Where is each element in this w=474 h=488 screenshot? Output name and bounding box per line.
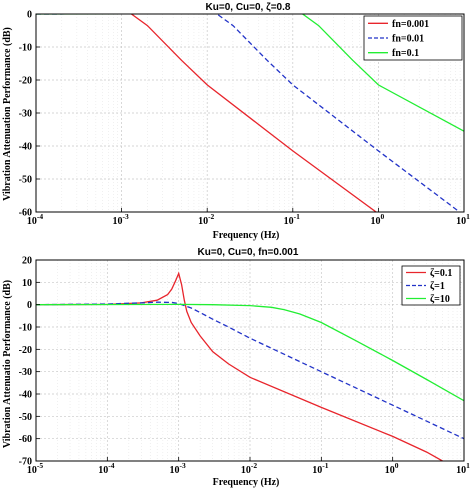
x-tick-label: 100 bbox=[371, 212, 385, 227]
series-line-0 bbox=[36, 14, 378, 212]
series-line-0 bbox=[36, 271, 443, 461]
series-group bbox=[36, 14, 464, 212]
grid bbox=[35, 259, 465, 462]
y-tick-label: -20 bbox=[19, 345, 32, 356]
y-axis-label: Vibration Attenuation Performance (dB) bbox=[2, 27, 13, 201]
x-tick-label: 101 bbox=[456, 212, 470, 227]
x-tick-label: 10-3 bbox=[112, 212, 128, 227]
x-tick-label: 101 bbox=[456, 461, 470, 476]
chart-title: Ku=0, Cu=0, fn=0.001 bbox=[198, 247, 299, 258]
x-tick-label: 100 bbox=[385, 461, 399, 476]
y-tick-label: 10 bbox=[22, 278, 32, 289]
legend-label: fn=0.1 bbox=[392, 48, 419, 59]
y-tick-label: -60 bbox=[19, 434, 32, 445]
x-tick-label: 10-2 bbox=[241, 461, 257, 476]
series-line-1 bbox=[36, 14, 461, 212]
x-axis-label: Frequency (Hz) bbox=[213, 230, 280, 241]
x-tick-label: 10-1 bbox=[312, 461, 328, 476]
legend-label: ζ=1 bbox=[430, 281, 445, 292]
y-tick-label: -50 bbox=[19, 412, 32, 423]
x-tick-label: 10-4 bbox=[98, 461, 114, 476]
y-tick-label: -10 bbox=[19, 323, 32, 334]
y-tick-label: -60 bbox=[19, 208, 32, 219]
y-tick-label: -10 bbox=[19, 43, 32, 54]
y-axis-label: Vibration Attenuatio Performance (dB) bbox=[2, 280, 13, 448]
legend: fn=0.001 fn=0.01 fn=0.1 bbox=[363, 15, 463, 61]
chart-top: Ku=0, Cu=0, ζ=0.8 Frequency (Hz) Vibrati… bbox=[2, 2, 470, 241]
series-line-2 bbox=[36, 303, 464, 402]
legend-label: fn=0.001 bbox=[392, 19, 429, 30]
y-tick-label: -40 bbox=[19, 142, 32, 153]
y-tick-label: -30 bbox=[19, 109, 32, 120]
x-axis-label: Frequency (Hz) bbox=[213, 477, 280, 488]
y-tick-label: -50 bbox=[19, 175, 32, 186]
y-tick-label: -40 bbox=[19, 390, 32, 401]
y-tick-label: -70 bbox=[19, 457, 32, 468]
y-tick-label: -20 bbox=[19, 76, 32, 87]
chart-title: Ku=0, Cu=0, ζ=0.8 bbox=[206, 2, 291, 13]
y-tick-label: 0 bbox=[27, 300, 32, 311]
legend: ζ=0.1 ζ=1 ζ=10 bbox=[401, 265, 461, 306]
x-tick-label: 10-3 bbox=[170, 461, 186, 476]
y-tick-label: -30 bbox=[19, 367, 32, 378]
x-tick-label: 10-1 bbox=[284, 212, 300, 227]
legend-label: fn=0.01 bbox=[392, 34, 424, 45]
series-line-1 bbox=[36, 301, 464, 440]
y-tick-label: 0 bbox=[27, 10, 32, 21]
x-tick-label: 10-2 bbox=[198, 212, 214, 227]
legend-label: ζ=10 bbox=[430, 294, 450, 305]
series-group bbox=[36, 271, 464, 461]
chart-bottom: Ku=0, Cu=0, fn=0.001 Frequency (Hz) Vibr… bbox=[2, 247, 470, 488]
series-line-2 bbox=[36, 14, 464, 132]
legend-label: ζ=0.1 bbox=[430, 268, 452, 279]
y-tick-label: 20 bbox=[22, 256, 32, 267]
